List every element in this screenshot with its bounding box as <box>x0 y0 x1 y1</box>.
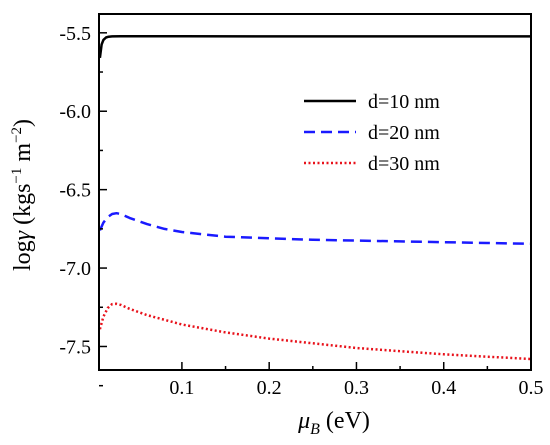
y-axis-symbol: γ <box>10 230 36 240</box>
y-tick-label: -7.0 <box>59 258 91 280</box>
legend-label-2: d=20 nm <box>368 122 440 144</box>
plot-lines <box>98 35 532 361</box>
y-tick-label: -5.5 <box>59 23 91 45</box>
y-axis-title: logγ (kgs−1 m−2) <box>9 119 36 271</box>
y-tick-label: -6.0 <box>59 101 91 123</box>
legend-label-1: d=10 nm <box>368 91 440 113</box>
y-axis-exponent-2: −2 <box>9 127 25 143</box>
plot-frame <box>98 13 532 371</box>
x-axis-unit: (eV) <box>320 408 370 434</box>
series-line-1 <box>98 35 531 59</box>
y-axis-mid: m <box>10 143 36 168</box>
y-axis-close: ) <box>10 119 36 127</box>
legend-label-3: d=30 nm <box>368 153 440 175</box>
legend: d=10 nm d=20 nm d=30 nm <box>304 91 440 175</box>
x-tick-label: 0.1 <box>169 377 194 399</box>
series-line-3 <box>98 302 532 361</box>
axis-tick-labels: 0.1 0.2 0.3 0.4 0.5 -5.5 -6.0 -6.5 -7.0 -7.5 <box>59 23 543 399</box>
x-tick-label: 0.2 <box>257 377 282 399</box>
x-tick-label: 0.4 <box>431 377 456 399</box>
x-axis-title: μB (eV) <box>297 408 370 438</box>
y-tick-label: -7.5 <box>59 336 91 358</box>
y-axis-exponent-1: −1 <box>9 168 25 184</box>
y-axis-prefix: log <box>10 240 36 271</box>
y-tick-label: -6.5 <box>59 180 91 202</box>
x-axis-subscript: B <box>310 421 320 438</box>
y-axis-open: (kgs <box>10 184 36 231</box>
series-line-2 <box>98 211 532 246</box>
x-tick-label: 0.5 <box>519 377 544 399</box>
x-axis-symbol: μ <box>297 408 310 434</box>
x-tick-label: 0.3 <box>344 377 369 399</box>
axis-ticks <box>99 32 532 387</box>
